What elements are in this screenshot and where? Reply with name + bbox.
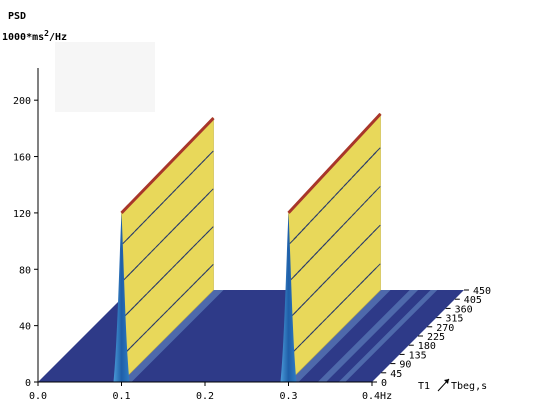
wall-texture-line	[372, 147, 381, 156]
wall-texture-line	[205, 150, 214, 159]
floor-streak	[338, 290, 438, 382]
peak-front-spike	[113, 212, 130, 382]
wall-texture-line	[205, 188, 214, 197]
wall-texture-line	[372, 263, 381, 272]
depth-tick-label: 45	[390, 369, 402, 380]
peak-2	[280, 112, 382, 383]
peak-front-spike	[280, 212, 297, 382]
wall-texture-line	[372, 186, 381, 194]
peak-1	[113, 117, 215, 383]
y-tick-label: 160	[13, 153, 31, 164]
depth-tick-label: 360	[455, 304, 473, 315]
back-panel	[55, 42, 155, 112]
x-tick-label: 0.0	[29, 391, 47, 402]
peak-ridge	[120, 117, 215, 214]
y-tick-label: 120	[13, 209, 31, 220]
y-tick-label: 0	[25, 378, 31, 389]
x-tick-label: 0.1	[112, 391, 130, 402]
x-tick-label: 0.2	[196, 391, 214, 402]
wall-texture-line	[372, 224, 381, 233]
y-tick-label: 80	[19, 265, 31, 276]
wall-texture-line	[205, 264, 214, 272]
depth-tick-label: 135	[409, 350, 427, 361]
y-units-label: 1000*ms2/Hz	[2, 29, 67, 44]
depth-axis-label-left: T1	[418, 381, 430, 392]
floor-streak	[317, 290, 419, 382]
x-tick-label: 0.3	[279, 391, 297, 402]
depth-tick-label: 0	[381, 378, 387, 389]
floor-streak	[121, 290, 224, 382]
x-tick-label: 0.4Hz	[362, 391, 392, 402]
depth-tick-label: 450	[473, 286, 491, 297]
depth-tick-label: 315	[445, 314, 463, 325]
depth-tick-label: 405	[464, 295, 482, 306]
chart-title: PSD	[8, 11, 26, 22]
depth-tick-label: 225	[427, 332, 445, 343]
y-tick-label: 40	[19, 322, 31, 333]
depth-axis-label-right: Tbeg,s	[451, 381, 487, 392]
depth-axis-arrow-head	[444, 379, 449, 384]
depth-tick-label: 180	[418, 341, 436, 352]
depth-tick-label: 90	[399, 360, 411, 371]
floor-streak	[288, 290, 391, 382]
depth-tick-label: 270	[436, 323, 454, 334]
wall-texture-line	[205, 226, 214, 234]
peak-ridge	[287, 112, 382, 214]
y-tick-label: 200	[13, 96, 31, 107]
